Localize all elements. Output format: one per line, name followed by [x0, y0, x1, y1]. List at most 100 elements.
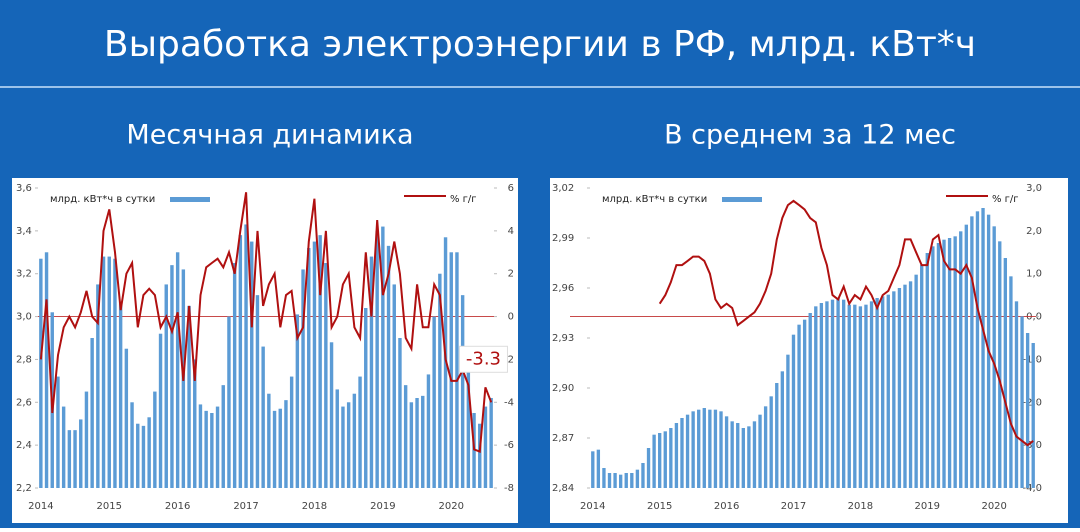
bar [702, 408, 706, 488]
bar [708, 409, 712, 488]
bar [307, 248, 311, 488]
bar [398, 338, 402, 488]
bar [886, 294, 890, 488]
x-tick-label: 2019 [370, 501, 395, 512]
bar [56, 376, 60, 488]
bar [227, 316, 231, 488]
bar [646, 448, 651, 488]
bar [635, 469, 640, 488]
bar [386, 245, 391, 488]
bar [931, 246, 935, 488]
bar [164, 284, 168, 488]
bar [107, 256, 111, 488]
bar [44, 252, 49, 488]
y2-tick-label: 0 [508, 312, 514, 323]
y-tick-label: 2,84 [552, 483, 574, 494]
bar [724, 416, 729, 488]
bar [96, 284, 100, 488]
bar [335, 389, 339, 488]
bar [769, 396, 773, 488]
bar [658, 433, 662, 488]
bar [175, 252, 180, 488]
bar [324, 263, 328, 488]
legend-swatch [170, 197, 210, 202]
x-tick-label: 2016 [714, 501, 739, 512]
bar [1014, 301, 1019, 488]
bar [187, 305, 191, 488]
x-tick-label: 2019 [915, 501, 940, 512]
bar [975, 211, 980, 489]
bar [67, 430, 72, 488]
y2-tick-label: -2 [504, 354, 514, 365]
bar [1009, 276, 1013, 488]
bar [255, 295, 260, 488]
bar [61, 406, 66, 488]
bar [685, 414, 690, 488]
y-tick-label: 2,8 [16, 354, 32, 365]
bar [215, 406, 220, 488]
bar [747, 426, 751, 488]
bar [964, 224, 968, 488]
y-tick-label: 2,6 [16, 397, 32, 408]
bar [124, 348, 129, 488]
bar [460, 295, 465, 488]
annotation-box [458, 345, 508, 373]
x-tick-label: 2018 [848, 501, 873, 512]
bar [713, 409, 718, 488]
bar [432, 316, 436, 488]
bar [352, 393, 357, 488]
bar [613, 473, 617, 488]
y-tick-label: 2,99 [552, 233, 574, 244]
bar [272, 410, 277, 488]
bar [415, 398, 419, 488]
bar [369, 256, 374, 488]
bar [791, 334, 796, 488]
bar [261, 346, 265, 488]
bar [153, 391, 157, 488]
annotation: -3.3 [466, 348, 501, 369]
bar [136, 423, 140, 488]
y-tick-label: 3,2 [16, 269, 32, 280]
bar [329, 342, 334, 488]
bar [847, 304, 851, 488]
bar [758, 414, 762, 488]
y-tick-label: 2,4 [16, 440, 32, 451]
bar [364, 308, 368, 488]
bar [836, 298, 840, 488]
bar [449, 252, 453, 488]
bar [232, 263, 237, 488]
bar [730, 421, 734, 488]
x-tick-label: 2020 [981, 501, 1006, 512]
bar [819, 303, 824, 488]
bar [775, 383, 779, 488]
bar [763, 406, 768, 488]
bar [113, 258, 117, 488]
bar [421, 395, 425, 488]
x-tick-label: 2014 [580, 501, 605, 512]
bar [752, 421, 757, 488]
bar [170, 265, 174, 488]
bar [295, 314, 300, 488]
y-tick-label: 2,90 [552, 383, 574, 394]
legend-label: % г/г [450, 194, 477, 205]
line [658, 199, 1034, 447]
bar [289, 376, 294, 488]
bar [158, 333, 163, 488]
legend-swatch [722, 197, 762, 202]
x-tick-label: 2015 [647, 501, 672, 512]
y-tick-label: 3,4 [16, 226, 32, 237]
bar [897, 288, 902, 488]
bar [1031, 343, 1035, 488]
x-tick-label: 2014 [28, 501, 53, 512]
bar [147, 417, 151, 488]
bar [602, 468, 606, 488]
bar [618, 474, 623, 488]
bar [663, 431, 667, 488]
bar [489, 398, 493, 488]
bar [869, 301, 874, 488]
bar [697, 409, 701, 488]
bar [830, 299, 835, 488]
bar [1025, 333, 1030, 488]
y2-tick-label: -6 [504, 440, 514, 451]
bar [591, 451, 595, 488]
